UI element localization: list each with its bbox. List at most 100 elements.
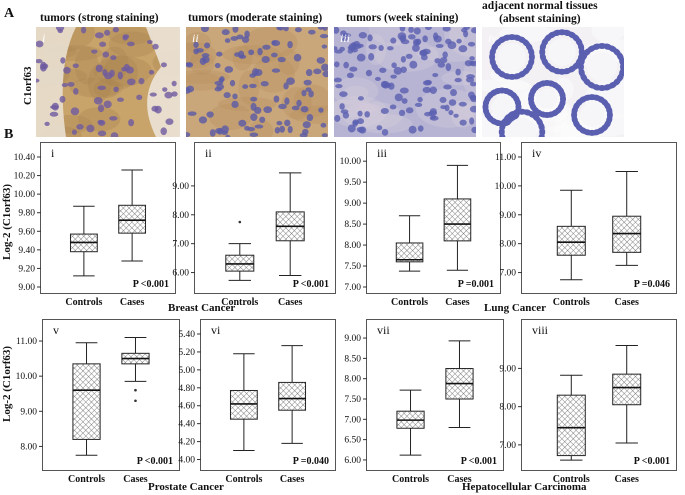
- p-value: P =0.046: [634, 279, 670, 290]
- category-label: Cases: [614, 297, 639, 308]
- panel-a-ylabel: C1orf63: [22, 66, 34, 106]
- p-value: P <0.001: [461, 456, 497, 467]
- category-label: Controls: [553, 297, 590, 308]
- y-tick-label: 4.20: [178, 438, 195, 448]
- y-tick-label: 7.00: [499, 269, 516, 279]
- micrograph-roman-label: iv: [488, 31, 497, 45]
- p-value: P =0.040: [293, 456, 329, 467]
- micrograph-ii: ii: [186, 27, 328, 137]
- box-iqr-crosshatch: [557, 395, 586, 456]
- box-iqr-crosshatch: [72, 363, 101, 440]
- box-controls: [395, 215, 424, 272]
- boxplot-ii: 6.00 7.00 8.00 9.00 ii Controls Cases P <0.001: [172, 142, 336, 308]
- outlier-point: [134, 399, 137, 403]
- box-cases: [612, 344, 642, 444]
- y-tick-label: 8.00: [344, 375, 361, 385]
- panel-roman-label: vi: [211, 323, 221, 337]
- y-tick-label: 7.00: [344, 283, 361, 293]
- header-moderate: tumors (moderate staining): [188, 12, 323, 24]
- category-label: Cases: [447, 474, 472, 485]
- y-tick-label: 7.50: [344, 395, 361, 405]
- header-weak: tumors (week staining): [346, 12, 459, 24]
- y-tick-label: 8.50: [344, 220, 361, 230]
- boxplot-iii: 7.00 7.50 8.00 8.50 9.00 9.50 10.00 iii Controls…: [340, 142, 501, 308]
- category-label: Controls: [392, 474, 429, 485]
- y-tick-label: 6.00: [172, 269, 189, 279]
- box-iqr-crosshatch: [278, 382, 306, 411]
- boxplot-v: 8.00 9.00 10.00 11.00 v Controls Cases P <0.001: [16, 319, 180, 485]
- y-tick-label: 9.00: [499, 364, 516, 374]
- cancer-label-breast: Breast Cancer: [168, 302, 236, 314]
- panel-b-ylabel-bottom: Log-2 (C1orf63): [1, 345, 13, 422]
- y-tick-label: 10.40: [14, 153, 36, 163]
- panel-roman-label: viii: [532, 323, 549, 337]
- category-label: Controls: [221, 297, 258, 308]
- box-iqr-crosshatch: [396, 242, 423, 262]
- y-tick-label: 8.00: [20, 442, 37, 452]
- category-label: Controls: [68, 474, 105, 485]
- boxplot-viii: 7.00 8.00 9.00 viii Controls Cases P <0.001: [499, 319, 677, 485]
- category-label: Controls: [225, 474, 262, 485]
- y-tick-label: 9.00: [499, 211, 516, 221]
- micrograph-iv: iv: [482, 27, 624, 137]
- y-tick-label: 10.20: [14, 172, 36, 182]
- panel-roman-label: iii: [377, 146, 388, 160]
- micrograph-i: i: [36, 27, 180, 137]
- y-tick-label: 7.00: [344, 415, 361, 425]
- y-tick-label: 4.00: [178, 456, 195, 466]
- box-controls: [396, 389, 425, 456]
- box-controls: [225, 220, 255, 281]
- y-tick-label: 5.00: [178, 366, 195, 376]
- p-value: P <0.001: [137, 456, 173, 467]
- box-cases: [118, 169, 147, 262]
- box-cases: [278, 345, 307, 444]
- y-tick-label: 8.00: [499, 240, 516, 250]
- p-value: P =0.001: [458, 279, 494, 290]
- y-tick-label: 10.00: [16, 372, 38, 382]
- panel-b-ylabel-top: Log-2 (C1orf63): [1, 183, 13, 260]
- box-iqr-crosshatch: [557, 226, 586, 256]
- y-tick-label: 7.00: [499, 441, 516, 451]
- p-value: P <0.001: [293, 279, 329, 290]
- box-iqr-crosshatch: [612, 374, 641, 405]
- y-tick-label: 10.00: [495, 182, 517, 192]
- y-tick-label: 11.00: [495, 153, 516, 163]
- panel-roman-label: iv: [532, 146, 541, 160]
- y-tick-label: 9.50: [344, 178, 361, 188]
- y-tick-label: 11.00: [16, 337, 37, 347]
- outlier-point: [134, 388, 137, 392]
- box-controls: [556, 189, 586, 281]
- y-tick-label: 10.00: [340, 157, 362, 167]
- p-value: P <0.001: [133, 279, 169, 290]
- category-label: Controls: [553, 474, 590, 485]
- category-label: Cases: [445, 297, 470, 308]
- category-label: Cases: [614, 474, 639, 485]
- y-tick-label: 7.00: [172, 240, 189, 250]
- y-tick-label: 4.60: [178, 402, 195, 412]
- box-controls: [229, 353, 258, 452]
- y-tick-label: 8.00: [172, 211, 189, 221]
- y-tick-label: 10.00: [14, 190, 36, 200]
- y-tick-label: 6.50: [344, 436, 361, 446]
- category-label: Cases: [278, 297, 303, 308]
- y-tick-label: 9.20: [18, 264, 35, 274]
- outlier-point: [238, 220, 242, 224]
- y-tick-label: 9.00: [18, 283, 35, 293]
- box-controls: [72, 342, 101, 456]
- boxplot-vi: 4.00 4.20 4.40 4.60 4.80 5.00 5.20 5.40 vi Contro…: [178, 319, 336, 485]
- p-value: P <0.001: [634, 456, 670, 467]
- panel-roman-label: i: [51, 146, 55, 160]
- box-controls: [69, 205, 98, 277]
- y-tick-label: 4.80: [178, 384, 195, 394]
- micrograph-iii: iii: [334, 27, 476, 137]
- panel-b-label: B: [4, 127, 14, 142]
- cancer-label-prostate: Prostate Cancer: [148, 481, 224, 493]
- y-tick-label: 7.50: [344, 262, 361, 272]
- y-tick-label: 9.60: [18, 227, 35, 237]
- y-tick-label: 9.00: [20, 407, 37, 417]
- box-controls: [556, 374, 586, 461]
- y-tick-label: 9.40: [18, 246, 35, 256]
- y-tick-label: 8.00: [499, 403, 516, 413]
- box-cases: [445, 340, 474, 428]
- y-tick-label: 4.40: [178, 420, 195, 430]
